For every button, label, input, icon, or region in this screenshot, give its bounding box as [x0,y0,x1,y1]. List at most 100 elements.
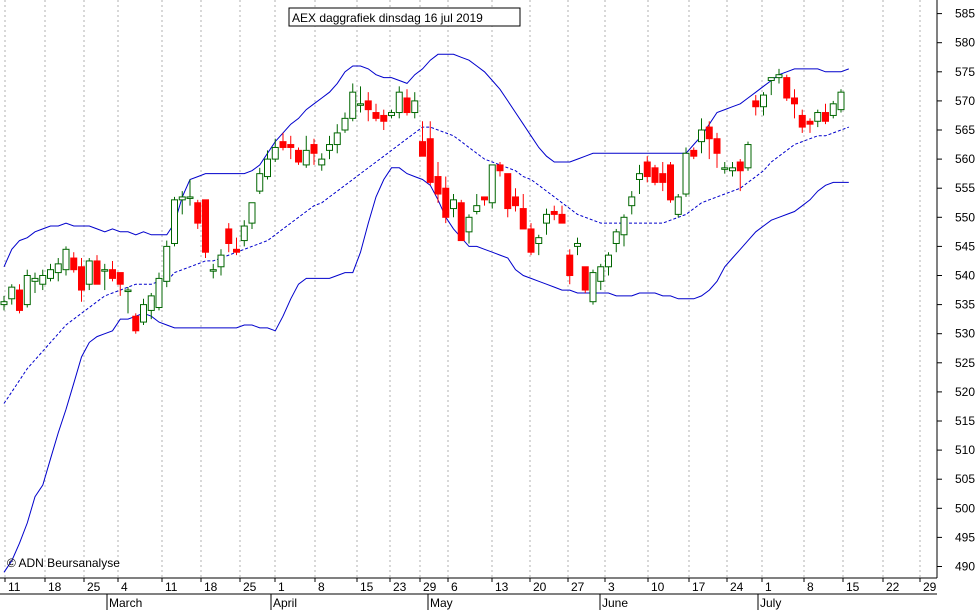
x-day-label-3: 4 [121,580,128,594]
candle-20 [155,272,163,311]
candle-28 [217,249,225,276]
candle-52 [403,89,411,116]
candle-body-58 [450,199,457,210]
x-month-label-march: March [109,596,142,610]
candle-40 [310,138,318,165]
candle-body-92 [713,138,721,154]
candle-body-54 [419,141,426,157]
candle-22 [171,196,178,247]
candle-body-27 [209,269,217,272]
candle-body-14 [109,269,116,279]
candle-6 [47,263,54,282]
series-line-0 [3,53,849,268]
candle-body-39 [302,149,310,166]
candle-body-50 [388,112,395,116]
candle-9 [70,252,78,273]
candle-88 [682,147,690,197]
candle-body-78 [605,254,612,268]
y-tick-label-580: 580 [955,36,975,50]
candle-75 [581,266,589,293]
candle-48 [372,103,380,122]
y-tick-label-550: 550 [955,210,975,224]
candle-body-6 [47,269,54,279]
x-month-label-july: July [760,596,781,610]
y-tick-label-585: 585 [955,7,975,21]
candle-body-87 [674,196,682,215]
candle-body-34 [264,158,271,178]
y-tick-label-560: 560 [955,152,975,166]
candle-55 [426,121,434,186]
candle-35 [271,138,279,163]
candle-47 [364,92,372,122]
candle-17 [132,313,140,334]
candle-body-64 [496,164,504,172]
candle-body-24 [186,196,194,199]
x-day-label-20: 1 [765,580,772,594]
x-day-label-19: 24 [730,580,744,594]
x-day-label-2: 25 [87,580,101,594]
candle-body-0 [0,301,8,306]
candle-body-72 [558,213,566,224]
candle-body-16 [124,289,132,293]
candle-66 [512,188,519,212]
x-day-label-15: 27 [571,580,585,594]
candle-78 [605,252,612,276]
candle-body-102 [791,97,798,105]
candle-18 [140,298,147,325]
candle-body-5 [39,275,47,285]
candle-26 [202,199,209,259]
candle-body-74 [574,242,581,247]
candle-11 [85,258,93,291]
candle-body-75 [581,266,589,291]
candle-60 [465,214,473,244]
series-line-1 [3,126,849,404]
candle-body-29 [225,228,233,244]
candle-body-12 [93,260,101,285]
candle-105 [814,109,822,128]
candle-107 [829,100,837,119]
candle-body-82 [636,173,643,180]
candle-32 [248,202,256,229]
candle-body-41 [318,158,326,166]
x-day-label-12: 6 [451,580,458,594]
x-day-label-11: 29 [423,580,437,594]
candle-body-90 [698,129,705,143]
x-day-label-5: 18 [204,580,218,594]
candle-body-38 [295,149,302,163]
candle-21 [163,240,171,288]
candle-body-65 [504,173,512,210]
candle-body-22 [171,199,178,244]
candle-57 [442,176,450,224]
candle-81 [628,191,636,215]
y-tick-label-555: 555 [955,181,975,195]
candle-58 [450,194,457,218]
candle-37 [287,135,295,160]
x-day-label-6: 25 [243,580,257,594]
candle-body-4 [31,277,39,282]
candle-body-19 [147,295,155,311]
candle-61 [473,194,481,215]
candle-85 [659,162,667,192]
x-day-label-8: 8 [318,580,325,594]
candle-42 [326,135,333,160]
candle-19 [147,292,155,320]
y-tick-label-540: 540 [955,269,975,283]
candle-68 [527,223,535,256]
candle-86 [667,162,674,203]
candle-body-40 [310,144,318,154]
candle-5 [39,269,47,291]
candle-8 [62,246,70,276]
candle-4 [31,272,39,293]
candle-body-81 [628,196,636,207]
y-tick-label-500: 500 [955,501,975,515]
candle-body-7 [54,263,62,274]
candle-39 [302,135,310,168]
candle-3 [23,269,31,308]
y-tick-label-520: 520 [955,385,975,399]
candle-body-55 [426,138,434,183]
candle-body-96 [744,144,752,169]
candle-body-62 [481,196,488,201]
candle-body-25 [194,202,202,224]
candle-29 [225,223,233,253]
candle-body-18 [140,304,147,323]
